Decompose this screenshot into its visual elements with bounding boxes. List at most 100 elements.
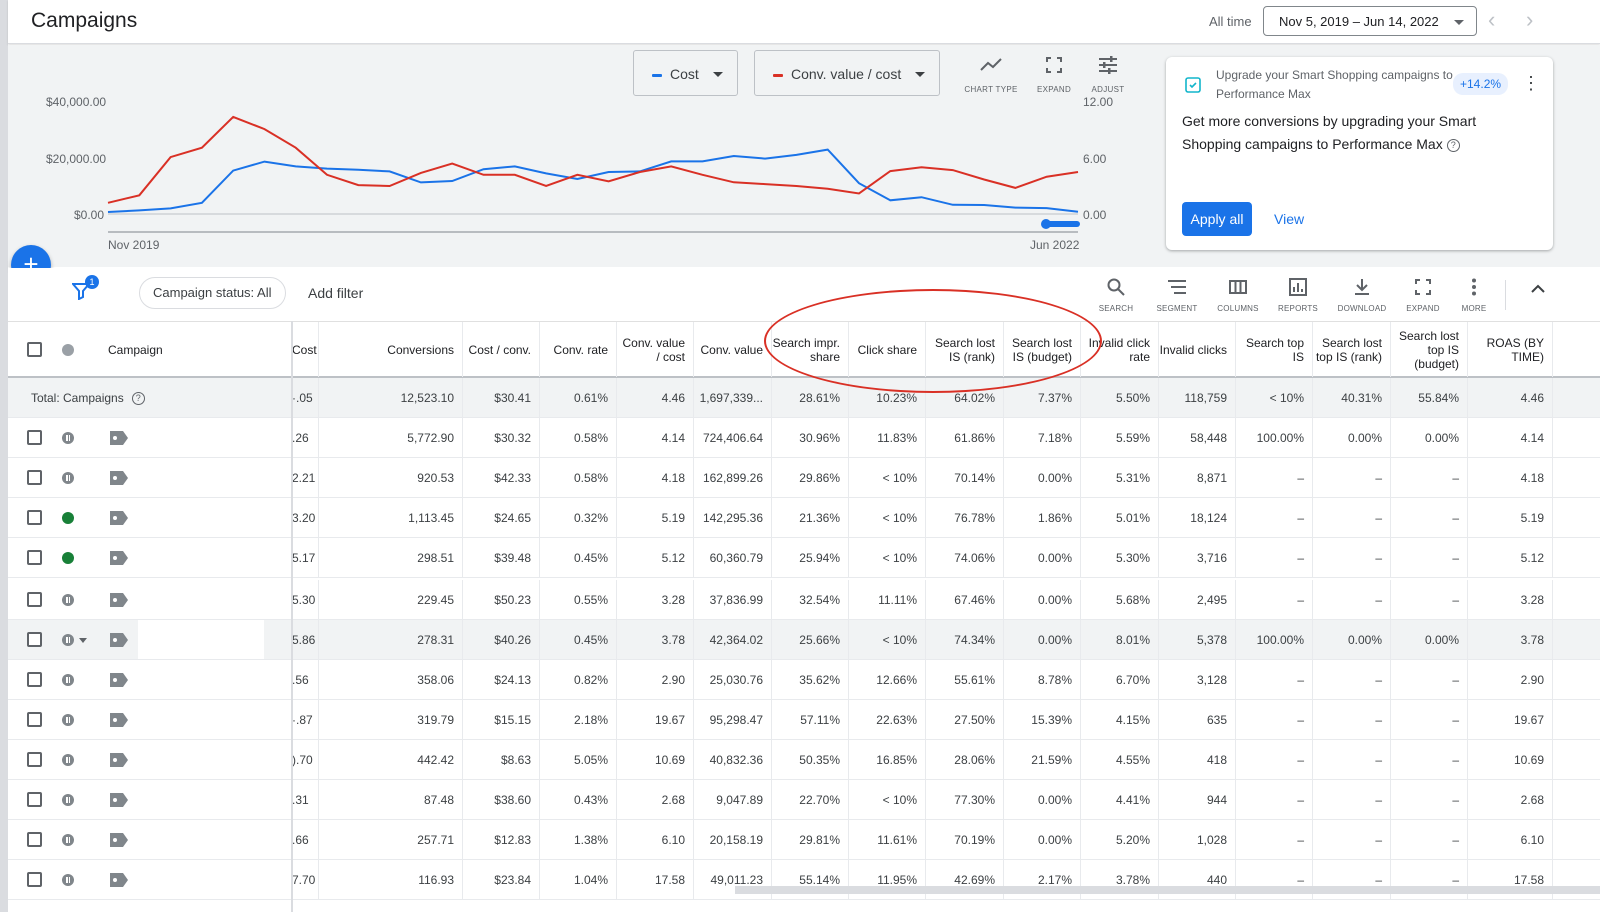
table-cell: 29.86% — [772, 458, 849, 497]
column-header[interactable]: Conv. value — [694, 322, 772, 377]
chart-expand-button[interactable]: EXPAND — [1024, 53, 1084, 94]
table-row[interactable]: .66 257.71 $12.83 1.38% 6.10 20,158.19 29.81% 1… — [8, 820, 1600, 860]
chart-type-button[interactable]: CHART TYPE — [961, 53, 1021, 94]
campaign-column-header[interactable]: Campaign — [108, 342, 163, 357]
row-checkbox[interactable] — [27, 510, 42, 525]
row-checkbox[interactable] — [27, 872, 42, 887]
segment-button[interactable]: SEGMENT — [1146, 276, 1208, 313]
paused-status-icon[interactable] — [62, 834, 74, 846]
paused-status-icon[interactable] — [62, 472, 74, 484]
campaign-name-cell[interactable] — [138, 458, 264, 497]
paused-status-icon[interactable] — [62, 674, 74, 686]
table-row[interactable]: ).70 442.42 $8.63 5.05% 10.69 40,832.36 50.35%… — [8, 740, 1600, 780]
campaign-name-cell[interactable] — [138, 740, 264, 779]
view-button[interactable]: View — [1274, 211, 1305, 227]
campaign-name-cell[interactable] — [138, 418, 264, 457]
range-slider-handle[interactable] — [1041, 219, 1051, 229]
paused-status-icon[interactable] — [62, 794, 74, 806]
row-checkbox[interactable] — [27, 550, 42, 565]
reports-button[interactable]: REPORTS — [1267, 276, 1329, 313]
table-row[interactable]: 5.17 298.51 $39.48 0.45% 5.12 60,360.79 25.94%… — [8, 538, 1600, 578]
more-button[interactable]: MORE — [1443, 276, 1505, 313]
column-header[interactable]: Search lost IS (budget) — [1004, 322, 1081, 377]
paused-status-icon[interactable] — [62, 714, 74, 726]
column-header[interactable]: Conv. rate — [540, 322, 617, 377]
select-all-checkbox[interactable] — [27, 342, 42, 357]
download-button[interactable]: DOWNLOAD — [1331, 276, 1393, 313]
column-header[interactable]: Click share — [849, 322, 926, 377]
paused-status-icon[interactable] — [62, 874, 74, 886]
campaign-name-cell[interactable] — [138, 820, 264, 859]
column-header[interactable]: Search lost IS (rank) — [926, 322, 1004, 377]
add-filter-button[interactable]: Add filter — [308, 285, 364, 301]
enabled-status-icon[interactable] — [62, 512, 74, 524]
help-icon[interactable]: ? — [1446, 138, 1460, 152]
column-header[interactable]: Cost — [292, 322, 319, 377]
campaign-name-cell[interactable] — [138, 700, 264, 739]
campaign-name-cell[interactable] — [138, 498, 264, 537]
campaign-name-cell[interactable] — [138, 620, 264, 659]
row-checkbox[interactable] — [27, 672, 42, 687]
campaign-name-cell[interactable] — [138, 538, 264, 577]
row-checkbox[interactable] — [27, 712, 42, 727]
chart-adjust-button[interactable]: ADJUST — [1078, 53, 1138, 94]
columns-button[interactable]: COLUMNS — [1207, 276, 1269, 313]
column-header[interactable]: ROAS (BY TIME) — [1468, 322, 1553, 377]
campaign-status-chip[interactable]: Campaign status: All — [139, 277, 286, 309]
date-range-picker[interactable]: Nov 5, 2019 – Jun 14, 2022 — [1263, 6, 1477, 36]
apply-all-button[interactable]: Apply all — [1182, 202, 1252, 236]
row-checkbox[interactable] — [27, 592, 42, 607]
table-cell: $24.13 — [463, 660, 540, 699]
table-row[interactable]: ·.87 319.79 $15.15 2.18% 19.67 95,298.47 57.11… — [8, 700, 1600, 740]
campaign-name-cell[interactable] — [138, 660, 264, 699]
row-checkbox[interactable] — [27, 832, 42, 847]
column-header[interactable]: Search lost top IS (rank) — [1313, 322, 1391, 377]
table-row[interactable]: .31 87.48 $38.60 0.43% 2.68 9,047.89 22.70% < 1… — [8, 780, 1600, 820]
paused-status-icon[interactable] — [62, 634, 74, 646]
metric-selector-conv-value-cost[interactable]: Conv. value / cost — [754, 50, 940, 96]
range-slider-selection[interactable] — [1046, 221, 1080, 227]
table-cell: $40.26 — [463, 620, 540, 659]
table-cell: – — [1236, 860, 1313, 899]
campaign-name-cell[interactable] — [138, 780, 264, 819]
table-row[interactable]: 5.86 278.31 $40.26 0.45% 3.78 42,364.02 25.66%… — [8, 620, 1600, 660]
table-row[interactable]: .56 358.06 $24.13 0.82% 2.90 25,030.76 35.62% 1… — [8, 660, 1600, 700]
table-cell: 25,030.76 — [694, 660, 772, 699]
next-period-icon[interactable]: › — [1526, 7, 1534, 32]
column-header[interactable]: Invalid click rate — [1081, 322, 1159, 377]
column-header[interactable]: Conversions — [319, 322, 463, 377]
column-header[interactable]: Search lost top IS (budget) — [1391, 322, 1468, 377]
table-row[interactable]: 3.20 1,113.45 $24.65 0.32% 5.19 142,295.36 21.… — [8, 498, 1600, 538]
paused-status-icon[interactable] — [62, 432, 74, 444]
enabled-status-icon[interactable] — [62, 552, 74, 564]
horizontal-scrollbar[interactable] — [735, 886, 1600, 894]
campaign-name-cell[interactable] — [138, 580, 264, 619]
previous-period-icon[interactable]: ‹ — [1488, 7, 1496, 32]
more-vert-icon[interactable]: ⋮ — [1522, 73, 1540, 93]
column-header[interactable]: Search impr. share — [772, 322, 849, 377]
table-expand-button[interactable]: EXPAND — [1392, 276, 1454, 313]
table-cell: 0.45% — [540, 620, 617, 659]
paused-status-icon[interactable] — [62, 594, 74, 606]
campaign-name-cell[interactable] — [138, 860, 264, 899]
row-checkbox[interactable] — [27, 430, 42, 445]
row-checkbox[interactable] — [27, 632, 42, 647]
table-row[interactable]: 2.21 920.53 $42.33 0.58% 4.18 162,899.26 29.86… — [8, 458, 1600, 498]
column-header[interactable]: Cost / conv. — [463, 322, 540, 377]
metric-selector-cost[interactable]: Cost — [633, 50, 738, 96]
table-row[interactable]: .26 5,772.90 $30.32 0.58% 4.14 724,406.64 30.9… — [8, 418, 1600, 458]
table-cell: 358.06 — [319, 660, 463, 699]
table-row[interactable]: 5.30 229.45 $50.23 0.55% 3.28 37,836.99 32.54%… — [8, 580, 1600, 620]
row-checkbox[interactable] — [27, 752, 42, 767]
column-header[interactable]: Invalid clicks — [1159, 322, 1236, 377]
table-search-button[interactable]: SEARCH — [1085, 276, 1147, 313]
row-checkbox[interactable] — [27, 470, 42, 485]
table-row[interactable]: 7.70 116.93 $23.84 1.04% 17.58 49,011.23 55.14… — [8, 860, 1600, 900]
status-dropdown-icon[interactable] — [79, 638, 87, 643]
help-icon[interactable]: ? — [131, 392, 145, 406]
column-header[interactable]: Conv. value / cost — [617, 322, 694, 377]
paused-status-icon[interactable] — [62, 754, 74, 766]
row-checkbox[interactable] — [27, 792, 42, 807]
chevron-up-icon[interactable] — [1530, 283, 1546, 295]
column-header[interactable]: Search top IS — [1236, 322, 1313, 377]
